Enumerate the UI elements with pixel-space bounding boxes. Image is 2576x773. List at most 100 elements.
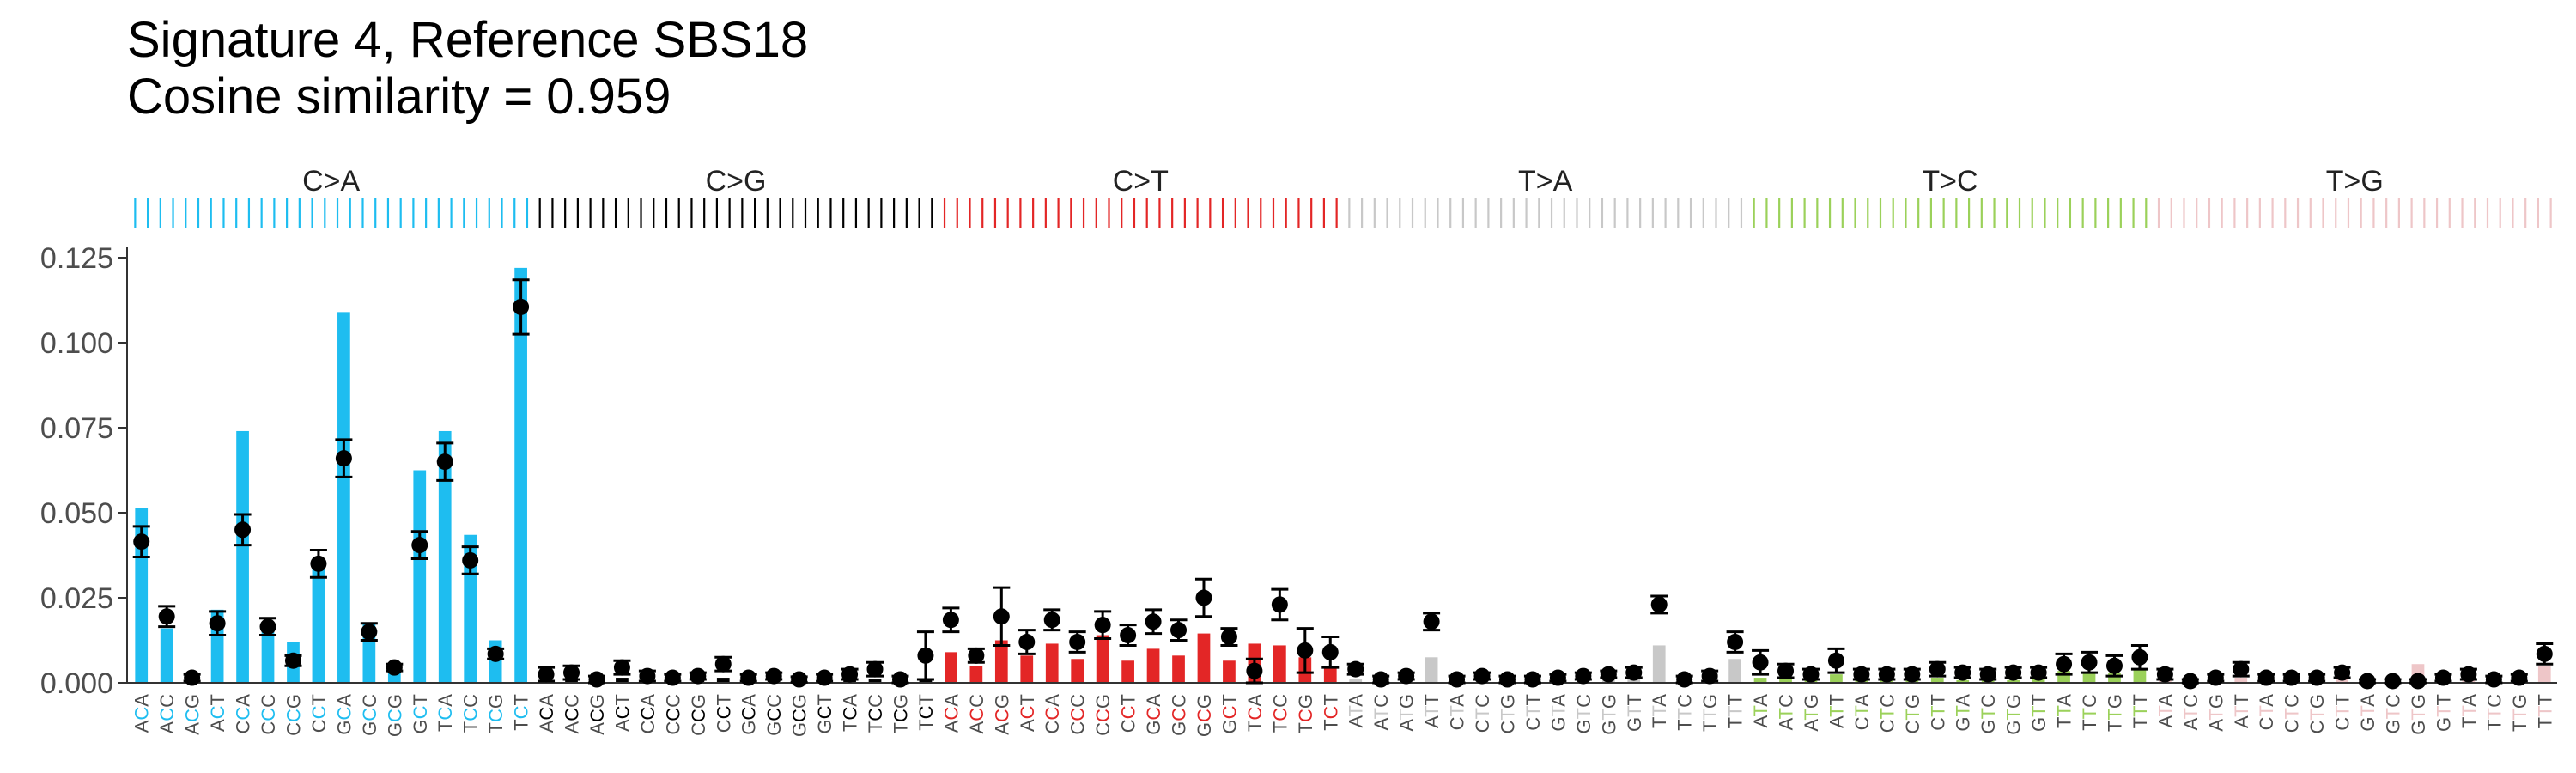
x-tick-label: CCC xyxy=(1067,694,1089,735)
point xyxy=(1321,643,1339,660)
x-tick-label: ACA xyxy=(536,694,557,733)
x-tick-label: GCG xyxy=(789,694,811,737)
point xyxy=(588,671,605,688)
x-tick-label: TTT xyxy=(1725,694,1747,728)
x-tick-label: TCG xyxy=(1295,694,1316,733)
x-tick-label: GTC xyxy=(2383,694,2404,734)
x-tick-label: TTG xyxy=(1699,694,1721,732)
x-tick-label: ACC xyxy=(156,694,178,734)
x-tick-label: CTA xyxy=(1851,694,1873,731)
bar xyxy=(1045,643,1059,683)
x-tick-label: GCA xyxy=(738,694,760,735)
x-tick-label: CTC xyxy=(1472,694,1493,733)
point xyxy=(690,667,707,685)
x-tick-label: GTC xyxy=(1573,694,1595,734)
point xyxy=(2257,669,2275,686)
bar xyxy=(1323,667,1337,683)
x-tick-label: ATC xyxy=(2180,694,2202,731)
x-tick-label: CTG xyxy=(1497,694,1518,733)
bar xyxy=(1146,648,1160,683)
point xyxy=(2308,669,2325,686)
bar xyxy=(514,267,527,683)
x-tick-label: GCG xyxy=(1194,694,1215,737)
x-tick-label: CTG xyxy=(1902,694,1923,733)
x-tick-label: ACG xyxy=(586,694,608,735)
point xyxy=(538,666,555,683)
x-tick-label: GCA xyxy=(1143,694,1164,735)
point xyxy=(563,664,580,681)
point xyxy=(2511,669,2528,686)
point xyxy=(2030,664,2047,681)
bar xyxy=(1121,660,1134,683)
point xyxy=(1727,633,1744,650)
point xyxy=(2105,657,2123,674)
x-tick-label: TTA xyxy=(1649,694,1670,728)
point xyxy=(1878,666,1895,683)
reference-bars xyxy=(127,267,2557,684)
bar xyxy=(1020,655,1034,683)
x-tick-label: ATC xyxy=(1776,694,1797,731)
mutation-type-strips: C>A C>G C>T T>A T>C T>G xyxy=(134,165,2552,228)
point xyxy=(1600,666,1617,683)
x-tick-label: TTC xyxy=(2483,694,2505,731)
x-tick-label: TCC xyxy=(865,694,886,733)
x-tick-label: CCG xyxy=(283,694,304,736)
bar xyxy=(464,534,477,683)
bar xyxy=(2234,678,2248,683)
point xyxy=(1372,671,1389,688)
x-tick-label: CCT xyxy=(1118,694,1139,733)
x-tick-label: ACG xyxy=(182,694,204,735)
point xyxy=(2385,673,2402,690)
x-tick-label: GTA xyxy=(1547,694,1569,732)
point xyxy=(791,671,808,688)
point xyxy=(1145,613,1162,630)
x-tick-label: GTT xyxy=(1624,694,1645,732)
x-tick-label: CTC xyxy=(1876,694,1898,733)
bar xyxy=(1071,659,1084,683)
x-tick-label: GCA xyxy=(333,694,355,735)
x-tick-label: CTG xyxy=(2306,694,2328,733)
bar xyxy=(261,628,275,683)
point xyxy=(1625,664,1643,681)
x-tick-label: ACT xyxy=(1017,694,1038,732)
point xyxy=(335,450,352,467)
x-tick-label: ACA xyxy=(940,694,962,733)
point xyxy=(2434,669,2451,686)
point xyxy=(2207,669,2224,686)
point xyxy=(740,669,757,686)
point xyxy=(841,666,859,683)
point xyxy=(714,655,732,673)
bar xyxy=(1096,635,1109,683)
bar xyxy=(994,640,1008,683)
x-tick-label: ATG xyxy=(2205,694,2227,732)
point xyxy=(2156,666,2173,683)
bar xyxy=(312,558,325,683)
x-tick-label: ACG xyxy=(991,694,1012,735)
point xyxy=(2359,673,2376,690)
point xyxy=(1676,671,1693,688)
point xyxy=(1271,596,1288,613)
title-block: Signature 4, Reference SBS18 Cosine simi… xyxy=(127,12,808,125)
bar xyxy=(337,312,350,683)
x-tick-label: CTA xyxy=(1447,694,1468,731)
point xyxy=(2536,645,2553,662)
y-tick-label: 0.100 xyxy=(40,327,113,360)
x-tick-label: TCG xyxy=(890,694,911,733)
y-tick-label: 0.000 xyxy=(40,667,113,700)
x-tick-label: ATC xyxy=(1370,694,1392,731)
point xyxy=(1170,622,1188,639)
bar xyxy=(919,679,933,683)
x-tick-label: ACT xyxy=(611,694,633,732)
x-axis-labels: ACAACCACGACTCCACCCCCGCCTGCAGCCGCGGCTTCAT… xyxy=(131,694,2556,737)
bar xyxy=(969,666,983,683)
point xyxy=(1473,667,1491,685)
point xyxy=(1398,667,1415,685)
y-tick-label: 0.025 xyxy=(40,582,113,615)
bar xyxy=(2133,669,2147,683)
x-tick-label: ATA xyxy=(1750,694,1771,728)
x-tick-label: GTG xyxy=(1598,694,1619,735)
x-tick-label: GTG xyxy=(2003,694,2025,735)
point xyxy=(436,453,453,471)
bar xyxy=(2108,673,2121,683)
bar xyxy=(616,678,629,683)
